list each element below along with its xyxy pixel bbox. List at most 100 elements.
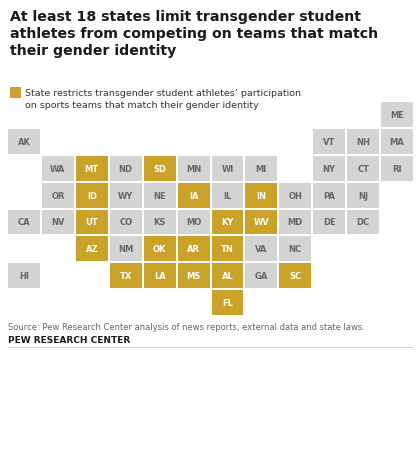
- Text: PA: PA: [323, 191, 335, 200]
- Text: NM: NM: [118, 245, 133, 254]
- Text: MO: MO: [186, 218, 201, 227]
- Text: DC: DC: [357, 218, 370, 227]
- Text: WA: WA: [50, 164, 66, 173]
- Text: WI: WI: [221, 164, 234, 173]
- Text: At least 18 states limit transgender student
athletes from competing on teams th: At least 18 states limit transgender stu…: [10, 10, 378, 57]
- Bar: [347, 210, 379, 235]
- Text: LA: LA: [154, 272, 165, 281]
- Text: MS: MS: [186, 272, 201, 281]
- Bar: [178, 263, 210, 288]
- Bar: [8, 210, 40, 235]
- Bar: [76, 237, 108, 262]
- Text: KY: KY: [221, 218, 234, 227]
- Bar: [76, 210, 108, 235]
- Text: AR: AR: [187, 245, 200, 254]
- Bar: [279, 210, 311, 235]
- Text: AL: AL: [222, 272, 234, 281]
- Text: MA: MA: [390, 137, 404, 147]
- Text: ND: ND: [119, 164, 133, 173]
- Bar: [245, 157, 277, 181]
- Text: NH: NH: [356, 137, 370, 147]
- Text: NE: NE: [153, 191, 166, 200]
- Text: MN: MN: [186, 164, 201, 173]
- Text: IN: IN: [256, 191, 266, 200]
- Text: CO: CO: [119, 218, 132, 227]
- Text: FL: FL: [222, 298, 233, 308]
- Bar: [42, 157, 74, 181]
- Text: WY: WY: [118, 191, 133, 200]
- Bar: [245, 263, 277, 288]
- Text: VA: VA: [255, 245, 268, 254]
- Bar: [8, 130, 40, 154]
- Bar: [110, 263, 142, 288]
- Text: MD: MD: [288, 218, 303, 227]
- Text: TX: TX: [120, 272, 132, 281]
- Bar: [347, 183, 379, 208]
- Bar: [110, 157, 142, 181]
- Text: PEW RESEARCH CENTER: PEW RESEARCH CENTER: [8, 335, 130, 344]
- Bar: [10, 88, 21, 99]
- Bar: [144, 210, 176, 235]
- Bar: [279, 263, 311, 288]
- Bar: [212, 263, 244, 288]
- Text: IA: IA: [189, 191, 198, 200]
- Text: WV: WV: [254, 218, 269, 227]
- Bar: [42, 183, 74, 208]
- Bar: [42, 210, 74, 235]
- Text: NV: NV: [51, 218, 65, 227]
- Bar: [144, 237, 176, 262]
- Bar: [347, 130, 379, 154]
- Bar: [381, 130, 413, 154]
- Text: MI: MI: [256, 164, 267, 173]
- Text: ID: ID: [87, 191, 97, 200]
- Text: OH: OH: [289, 191, 302, 200]
- Text: RI: RI: [392, 164, 402, 173]
- Text: AK: AK: [18, 137, 30, 147]
- Text: MT: MT: [85, 164, 99, 173]
- Bar: [212, 210, 244, 235]
- Text: HI: HI: [19, 272, 29, 281]
- Bar: [245, 237, 277, 262]
- Bar: [313, 183, 345, 208]
- Bar: [110, 237, 142, 262]
- Bar: [212, 237, 244, 262]
- Text: GA: GA: [255, 272, 268, 281]
- Text: OK: OK: [153, 245, 166, 254]
- Bar: [313, 157, 345, 181]
- Text: AZ: AZ: [86, 245, 98, 254]
- Bar: [178, 210, 210, 235]
- Bar: [110, 210, 142, 235]
- Text: SC: SC: [289, 272, 302, 281]
- Bar: [178, 237, 210, 262]
- Text: NC: NC: [289, 245, 302, 254]
- Text: VT: VT: [323, 137, 336, 147]
- Text: NJ: NJ: [358, 191, 368, 200]
- Bar: [76, 183, 108, 208]
- Text: NY: NY: [323, 164, 336, 173]
- Bar: [381, 157, 413, 181]
- Text: ME: ME: [390, 111, 404, 120]
- Text: SD: SD: [153, 164, 166, 173]
- Text: IL: IL: [223, 191, 231, 200]
- Bar: [245, 183, 277, 208]
- Bar: [212, 157, 244, 181]
- Text: KS: KS: [153, 218, 166, 227]
- Text: State restricts transgender student athletes’ participation
on sports teams that: State restricts transgender student athl…: [25, 89, 301, 110]
- Text: DE: DE: [323, 218, 336, 227]
- Bar: [144, 183, 176, 208]
- Bar: [279, 183, 311, 208]
- Bar: [144, 263, 176, 288]
- Text: UT: UT: [86, 218, 98, 227]
- Bar: [144, 157, 176, 181]
- Bar: [313, 130, 345, 154]
- Text: CT: CT: [357, 164, 369, 173]
- Text: TN: TN: [221, 245, 234, 254]
- Bar: [76, 157, 108, 181]
- Bar: [8, 263, 40, 288]
- Bar: [212, 183, 244, 208]
- Text: CA: CA: [18, 218, 30, 227]
- Bar: [110, 183, 142, 208]
- Bar: [212, 290, 244, 315]
- Bar: [347, 157, 379, 181]
- Text: OR: OR: [51, 191, 65, 200]
